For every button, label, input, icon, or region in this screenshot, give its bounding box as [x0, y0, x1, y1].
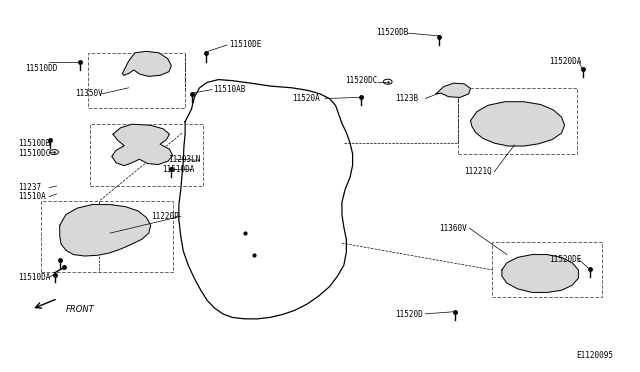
- Text: 11520D: 11520D: [396, 310, 423, 319]
- Text: 11510AB: 11510AB: [213, 85, 246, 94]
- Text: E1120095: E1120095: [577, 351, 614, 360]
- Text: 11510DA: 11510DA: [18, 273, 50, 282]
- Text: 11510DA: 11510DA: [162, 166, 195, 174]
- Bar: [493, 242, 602, 298]
- Polygon shape: [122, 51, 172, 76]
- Bar: [458, 88, 577, 154]
- Polygon shape: [60, 205, 150, 256]
- Text: 11510DC: 11510DC: [18, 150, 50, 158]
- Text: FRONT: FRONT: [66, 305, 95, 314]
- Text: 11293LN: 11293LN: [168, 155, 200, 164]
- Text: 11350V: 11350V: [76, 89, 103, 97]
- Text: 1123B: 1123B: [396, 94, 419, 103]
- Text: 11221Q: 11221Q: [464, 167, 492, 176]
- Text: 11510DE: 11510DE: [229, 41, 261, 49]
- Text: 11360V: 11360V: [439, 224, 467, 233]
- Text: 11520DA: 11520DA: [549, 57, 581, 65]
- Polygon shape: [470, 102, 564, 146]
- Text: 11520A: 11520A: [292, 94, 319, 103]
- Text: 11520DE: 11520DE: [549, 255, 581, 264]
- Text: 11220P: 11220P: [150, 212, 179, 221]
- Text: 11510DD: 11510DD: [25, 64, 58, 73]
- Text: 11237: 11237: [18, 183, 41, 192]
- Text: 11520DC: 11520DC: [345, 76, 378, 85]
- Bar: [88, 53, 185, 108]
- Text: 11510A: 11510A: [18, 192, 45, 201]
- Bar: [41, 201, 173, 272]
- Polygon shape: [502, 254, 579, 292]
- Text: 11510DB: 11510DB: [18, 140, 50, 148]
- Polygon shape: [112, 124, 173, 166]
- Text: 11520DB: 11520DB: [376, 28, 409, 37]
- Bar: [90, 124, 203, 186]
- Polygon shape: [436, 83, 470, 97]
